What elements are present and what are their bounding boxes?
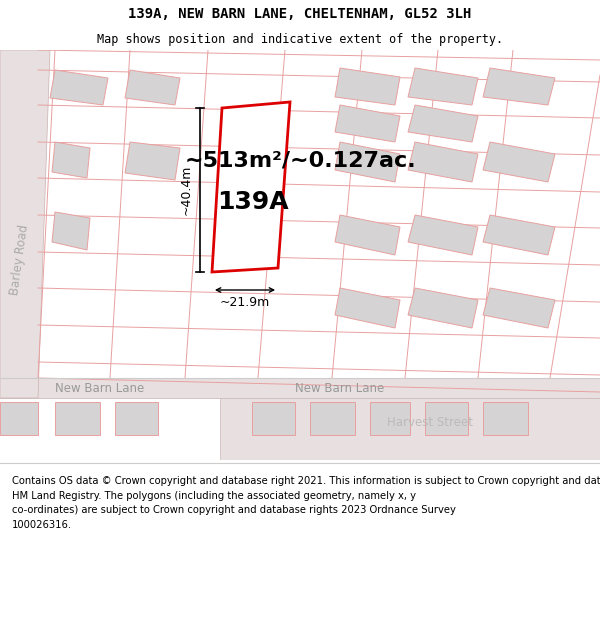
Polygon shape — [408, 68, 478, 105]
Polygon shape — [483, 215, 555, 255]
Polygon shape — [0, 402, 38, 435]
Polygon shape — [52, 212, 90, 250]
Polygon shape — [310, 402, 355, 435]
Polygon shape — [483, 288, 555, 328]
Polygon shape — [0, 378, 600, 398]
Text: ~513m²/~0.127ac.: ~513m²/~0.127ac. — [184, 150, 416, 170]
Polygon shape — [220, 398, 600, 460]
Polygon shape — [425, 402, 468, 435]
Text: ~21.9m: ~21.9m — [220, 296, 270, 309]
Polygon shape — [483, 402, 528, 435]
Polygon shape — [335, 142, 400, 182]
Polygon shape — [408, 142, 478, 182]
Polygon shape — [335, 288, 400, 328]
Polygon shape — [212, 102, 290, 272]
Polygon shape — [408, 288, 478, 328]
Polygon shape — [55, 402, 100, 435]
Polygon shape — [125, 142, 180, 180]
Text: Map shows position and indicative extent of the property.: Map shows position and indicative extent… — [97, 32, 503, 46]
Polygon shape — [52, 142, 90, 178]
Text: Contains OS data © Crown copyright and database right 2021. This information is : Contains OS data © Crown copyright and d… — [12, 476, 600, 530]
Text: ~40.4m: ~40.4m — [179, 165, 193, 215]
Text: 139A, NEW BARN LANE, CHELTENHAM, GL52 3LH: 139A, NEW BARN LANE, CHELTENHAM, GL52 3L… — [128, 7, 472, 21]
Text: 139A: 139A — [217, 190, 289, 214]
Polygon shape — [50, 70, 108, 105]
Polygon shape — [483, 68, 555, 105]
Text: Harvest Street: Harvest Street — [387, 416, 473, 429]
Polygon shape — [125, 70, 180, 105]
Text: Barley Road: Barley Road — [8, 224, 31, 296]
Polygon shape — [408, 215, 478, 255]
Polygon shape — [115, 402, 158, 435]
Polygon shape — [335, 215, 400, 255]
Polygon shape — [335, 68, 400, 105]
Polygon shape — [408, 105, 478, 142]
Polygon shape — [0, 50, 50, 398]
Text: New Barn Lane: New Barn Lane — [295, 381, 385, 394]
Polygon shape — [370, 402, 410, 435]
Polygon shape — [335, 105, 400, 142]
Polygon shape — [252, 402, 295, 435]
Polygon shape — [483, 142, 555, 182]
Text: New Barn Lane: New Barn Lane — [55, 381, 145, 394]
